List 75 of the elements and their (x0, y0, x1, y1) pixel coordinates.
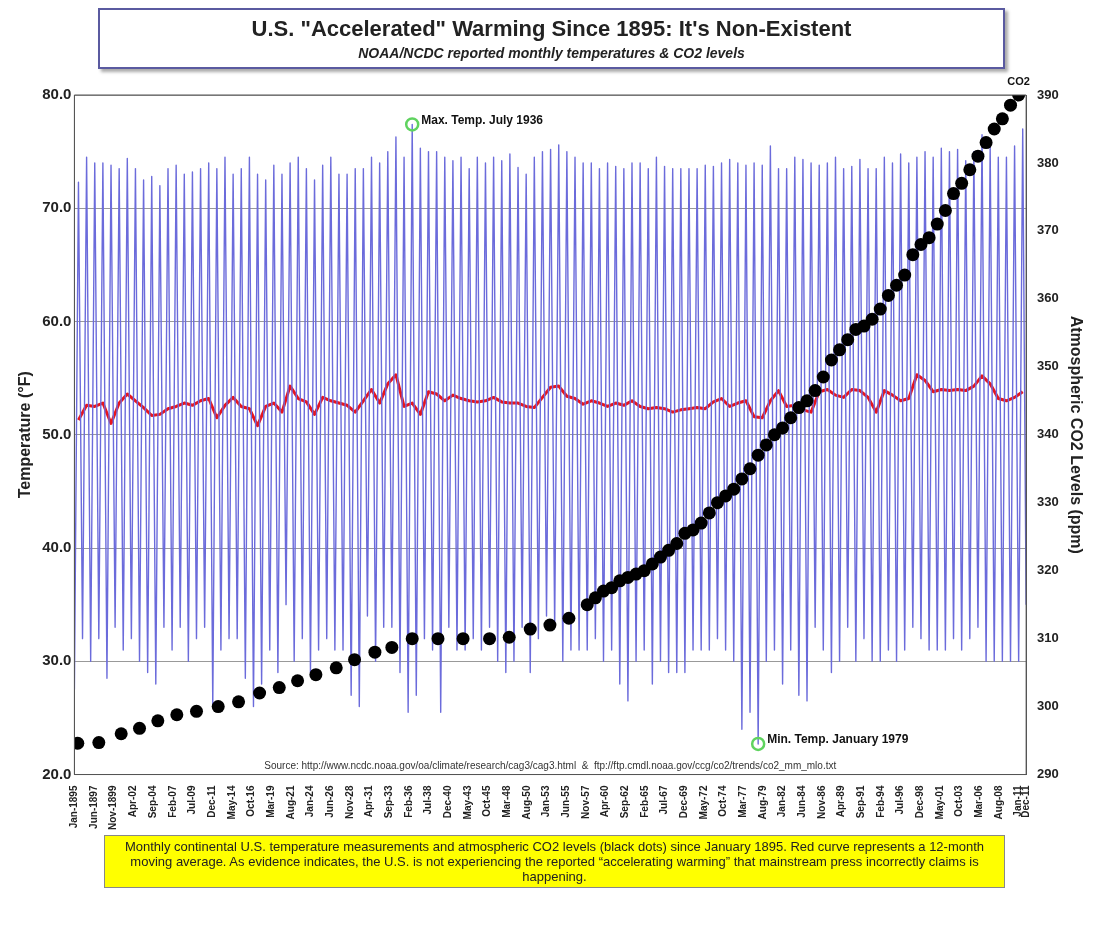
y2-tick-label: 360 (1037, 290, 1059, 306)
x-tick-label: Dec-98 (914, 785, 926, 819)
x-tick-label: Feb-36 (402, 785, 414, 818)
x-tick-label: May-14 (225, 785, 237, 820)
y-tick-label: 70.0 (42, 198, 72, 216)
annotation: Min. Temp. January 1979 (767, 732, 909, 747)
x-tick-label: Aug-79 (756, 785, 768, 820)
y2-tick-label: 380 (1037, 154, 1059, 170)
x-tick-label: Sep-91 (855, 785, 867, 819)
x-tick-label: Jul-38 (422, 785, 434, 815)
y-axis-title: Temperature (°F) (16, 371, 34, 499)
x-tick-label: Jul-96 (894, 785, 906, 815)
x-tick-label: Dec-40 (441, 785, 453, 819)
x-tick-label: Jul-09 (186, 785, 198, 815)
annotation: Source: http://www.ncdc.noaa.gov/oa/climate/research/cag3/cag3.html & ftp://ftp.cmdl.noaa.gov/ccg/co2/trends/co2_mm_mlo.txt (264, 760, 837, 772)
y-tick-label: 50.0 (42, 424, 72, 442)
y-tick-label: 40.0 (42, 538, 72, 556)
x-tick-label: Jun-1897 (87, 785, 99, 829)
x-tick-label: Feb-65 (638, 785, 650, 818)
x-tick-label: Dec-11 (205, 785, 217, 818)
y2-tick-label: 310 (1037, 630, 1059, 646)
y2-tick-label: 340 (1037, 426, 1059, 442)
x-tick-label: Mar-19 (264, 785, 276, 818)
x-tick-label: Jun-26 (323, 785, 335, 818)
x-tick-label: Apr-02 (127, 785, 139, 818)
x-tick-label: Oct-16 (245, 785, 257, 817)
x-tick-label: Jan-1895 (68, 785, 80, 829)
y2-tick-label: 300 (1037, 698, 1059, 714)
y-tick-label: 20.0 (42, 764, 72, 782)
x-tick-label: Nov-28 (343, 785, 355, 819)
annotation: Max. Temp. July 1936 (421, 112, 544, 127)
x-tick-label: Sep-33 (382, 785, 394, 819)
x-tick-label: Oct-45 (481, 785, 493, 817)
y2-tick-label: 390 (1037, 86, 1059, 102)
y2-tick-label: 350 (1037, 358, 1059, 374)
x-tick-label: Aug-08 (992, 785, 1004, 820)
x-tick-label: Sep-62 (618, 785, 630, 819)
y-tick-label: 80.0 (42, 85, 72, 103)
x-tick-label: Jun-84 (796, 785, 808, 818)
y2-tick-label: 330 (1037, 494, 1059, 510)
x-tick-label: May-01 (933, 785, 945, 820)
chart-title: U.S. "Accelerated" Warming Since 1895: It's Non-Existent (250, 16, 853, 42)
x-tick-label: Mar-06 (973, 785, 985, 818)
x-tick-label: Aug-21 (284, 785, 296, 820)
x-tick-label: May-72 (697, 785, 709, 820)
series-label: CO2 (1007, 74, 1030, 87)
text: Monthly continental U.S. temperature measurements and atmospheric CO2 levels (black dots) since January 1895. Red curve represents a 12-month moving average. As evidence indicates, the U.S. is not experiencing the reported “accelerating warming” that mainstream press incorrectly claims is happening. (104, 835, 1005, 888)
x-tick-label: Aug-50 (520, 785, 532, 820)
y-tick-label: 60.0 (42, 311, 72, 329)
x-tick-label: Jun-55 (559, 785, 571, 818)
x-tick-label: Nov-1899 (107, 785, 119, 830)
x-tick-label: Jan-53 (540, 785, 552, 818)
y2-tick-label: 320 (1037, 562, 1059, 578)
x-tick-label: Oct-03 (953, 785, 965, 817)
y2-tick-label: 290 (1037, 766, 1059, 782)
x-tick-label: Jan-82 (776, 785, 788, 818)
x-tick-label: Feb-07 (166, 785, 178, 818)
x-tick-label: Nov-86 (815, 785, 827, 819)
x-tick-label: Apr-31 (363, 785, 375, 818)
x-tick-label: May-43 (461, 785, 473, 820)
x-tick-label: Oct-74 (717, 785, 729, 817)
x-tick-label: Mar-77 (736, 785, 748, 818)
x-tick-label: Sep-04 (146, 785, 158, 819)
x-tick-label: Feb-94 (874, 785, 886, 818)
y2-axis-title: Atmospheric CO2 Levels (ppm) (1067, 315, 1085, 554)
x-tick-label: Apr-60 (599, 785, 611, 818)
x-tick-label: Jul-67 (658, 785, 670, 815)
x-tick-label: Jan-24 (304, 785, 316, 818)
x-tick-label: Apr-89 (835, 785, 847, 818)
x-tick-label: Mar-48 (500, 785, 512, 818)
x-tick-label: Dec-69 (677, 785, 689, 819)
chart-subtitle: NOAA/NCDC reported monthly temperatures & CO2 levels (357, 45, 746, 61)
y-tick-label: 30.0 (42, 651, 72, 669)
y2-tick-label: 370 (1037, 222, 1059, 238)
x-tick-label: Nov-57 (579, 785, 591, 819)
